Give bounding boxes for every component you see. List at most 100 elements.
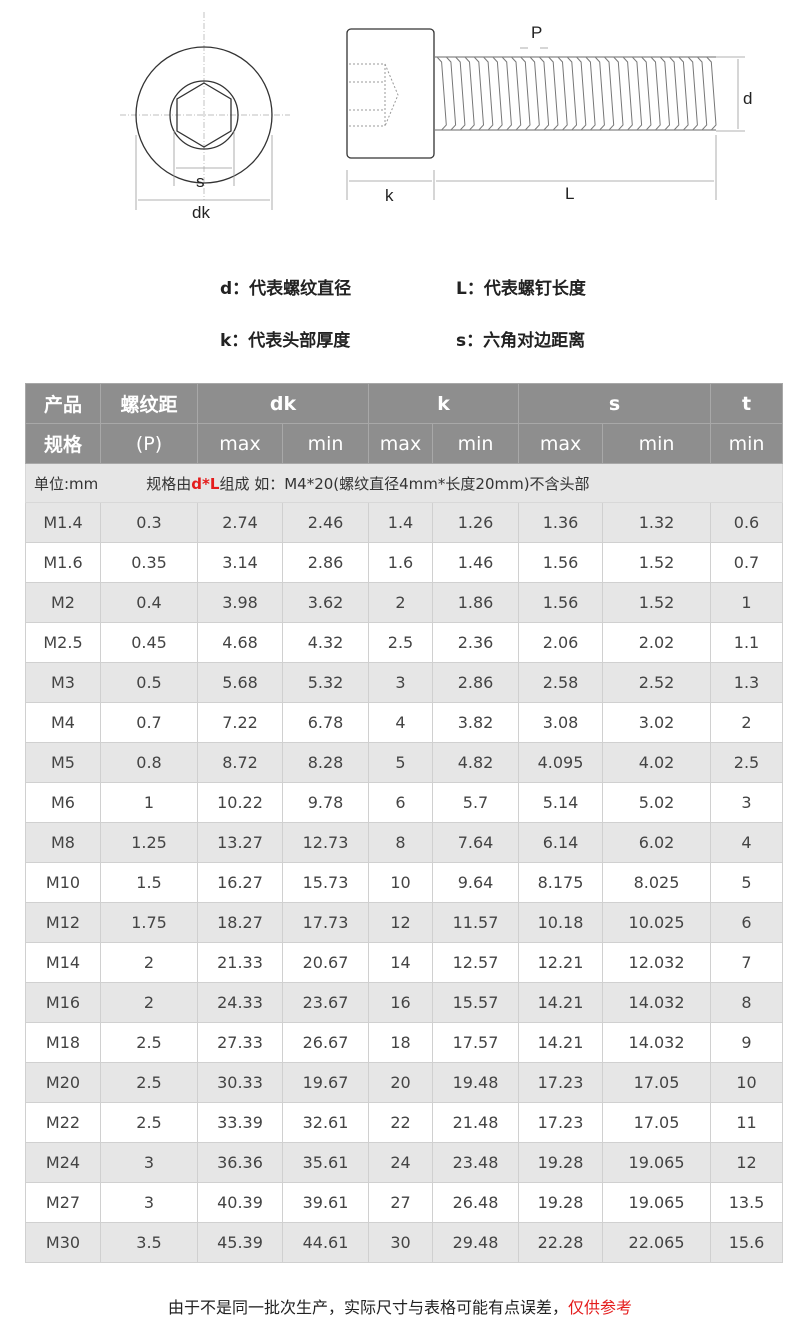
screw-side-view — [346, 28, 745, 200]
cell-dk-min: 39.61 — [282, 1182, 369, 1223]
thread-line — [455, 56, 466, 131]
cell-dk-min: 4.32 — [282, 622, 369, 663]
cell-dk-min: 8.28 — [282, 742, 369, 783]
header-s-max: max — [518, 423, 604, 464]
thread-line — [492, 56, 503, 131]
cell-t-min: 13.5 — [710, 1182, 784, 1223]
label-P: P — [531, 23, 542, 42]
cell-size: M22 — [25, 1102, 101, 1143]
head-top-view — [120, 12, 290, 210]
cell-k-max: 1.6 — [368, 542, 433, 583]
thread-line — [538, 56, 550, 131]
legend-d: d：代表螺纹直径 — [220, 279, 352, 299]
cell-k-min: 5.7 — [431, 782, 520, 823]
thread-line — [473, 56, 485, 131]
header-s: s — [518, 383, 712, 424]
cell-k-max: 24 — [368, 1142, 433, 1183]
cell-dk-min: 15.73 — [282, 862, 369, 903]
cell-k-max: 2 — [368, 582, 433, 623]
cell-pitch: 2 — [100, 982, 198, 1023]
cell-size: M12 — [25, 902, 101, 943]
cell-k-min: 4.82 — [431, 742, 520, 783]
thread-line — [604, 56, 615, 131]
thread-line — [529, 56, 540, 131]
cell-dk-max: 5.68 — [197, 662, 283, 703]
cell-t-min: 1 — [710, 582, 784, 623]
spec-note-prefix: 规格由 — [146, 474, 192, 493]
table-row: M22 2.5 33.39 32.61 22 21.48 17.23 17.05 11 — [25, 1102, 784, 1143]
thread-line — [585, 56, 596, 131]
cell-k-max: 3 — [368, 662, 433, 703]
cell-s-min: 10.025 — [602, 902, 712, 943]
cell-s-min: 19.065 — [602, 1142, 712, 1183]
cell-k-max: 1.4 — [368, 502, 433, 543]
screw-dimension-diagram: s dk P d k L — [120, 12, 752, 222]
cell-s-min: 1.52 — [602, 582, 712, 623]
cell-s-max: 2.06 — [518, 622, 604, 663]
cell-dk-min: 20.67 — [282, 942, 369, 983]
cell-size: M1.4 — [25, 502, 101, 543]
table-row: M24 3 36.36 35.61 24 23.48 19.28 19.065 12 — [25, 1142, 784, 1183]
header-k: k — [367, 383, 520, 424]
cell-size: M27 — [25, 1182, 101, 1223]
cell-dk-max: 3.98 — [197, 582, 283, 623]
header-s-min: min — [602, 423, 712, 464]
cell-dk-max: 27.33 — [197, 1022, 283, 1063]
header-dk: dk — [197, 383, 369, 424]
cell-k-max: 6 — [368, 782, 433, 823]
unit-row: 单位:mm 规格由d*L组成 如：M4*20(螺纹直径4mm*长度20mm)不含头… — [24, 463, 784, 503]
cell-s-max: 1.56 — [518, 582, 604, 623]
cell-k-min: 19.48 — [431, 1062, 520, 1103]
cell-pitch: 1.5 — [100, 862, 198, 903]
cell-pitch: 0.3 — [100, 502, 198, 543]
cell-dk-max: 16.27 — [197, 862, 283, 903]
header-k-min: min — [431, 423, 520, 464]
footer-text: 由于不是同一批次生产，实际尺寸与表格可能有点误差， — [167, 1298, 568, 1317]
cell-s-min: 12.032 — [602, 942, 712, 983]
cell-k-max: 22 — [368, 1102, 433, 1143]
cell-s-max: 1.36 — [518, 502, 604, 543]
thread-line — [548, 56, 559, 131]
cell-dk-max: 45.39 — [197, 1222, 283, 1263]
spec-table: 单位:mm 规格由d*L组成 如：M4*20(螺纹直径4mm*长度20mm)不含头… — [24, 383, 784, 1263]
thread-line — [594, 56, 605, 131]
table-row: M16 2 24.33 23.67 16 15.57 14.21 14.032 8 — [25, 982, 784, 1023]
cell-t-min: 10 — [710, 1062, 784, 1103]
thread-line — [613, 56, 624, 131]
table-row: M30 3.5 45.39 44.61 30 29.48 22.28 22.065 15.6 — [25, 1222, 784, 1263]
thread-line — [650, 56, 661, 131]
header-size: 产品 — [25, 383, 101, 424]
thread-line — [697, 56, 708, 131]
cell-dk-min: 2.86 — [282, 542, 369, 583]
thread-line — [511, 56, 522, 131]
table-row: M5 0.8 8.72 8.28 5 4.82 4.095 4.02 2.5 — [25, 742, 784, 783]
cell-k-max: 10 — [368, 862, 433, 903]
cell-pitch: 0.8 — [100, 742, 198, 783]
cell-k-min: 23.48 — [431, 1142, 520, 1183]
header-k-max: max — [368, 423, 433, 464]
cell-k-min: 1.26 — [431, 502, 520, 543]
header-size-line2: 规格 — [25, 423, 101, 464]
cell-t-min: 0.6 — [710, 502, 784, 543]
cell-pitch: 2.5 — [100, 1022, 198, 1063]
cell-size: M8 — [25, 822, 101, 863]
cell-t-min: 2.5 — [710, 742, 784, 783]
cell-s-max: 22.28 — [518, 1222, 604, 1263]
cell-k-min: 2.36 — [431, 622, 520, 663]
table-row: M2 0.4 3.98 3.62 2 1.86 1.56 1.52 1 — [25, 582, 784, 623]
thread-line — [641, 56, 652, 131]
cell-size: M4 — [25, 702, 101, 743]
cell-s-max: 14.21 — [518, 1022, 604, 1063]
cell-k-max: 16 — [368, 982, 433, 1023]
cell-s-min: 1.52 — [602, 542, 712, 583]
cell-k-max: 20 — [368, 1062, 433, 1103]
table-row: M1.6 0.35 3.14 2.86 1.6 1.46 1.56 1.52 0.7 — [25, 542, 784, 583]
cell-s-max: 4.095 — [518, 742, 604, 783]
cell-s-max: 1.56 — [518, 542, 604, 583]
cell-size: M6 — [25, 782, 101, 823]
cell-size: M2.5 — [25, 622, 101, 663]
thread-line — [557, 56, 568, 131]
cell-pitch: 0.7 — [100, 702, 198, 743]
cell-dk-min: 19.67 — [282, 1062, 369, 1103]
cell-t-min: 4 — [710, 822, 784, 863]
